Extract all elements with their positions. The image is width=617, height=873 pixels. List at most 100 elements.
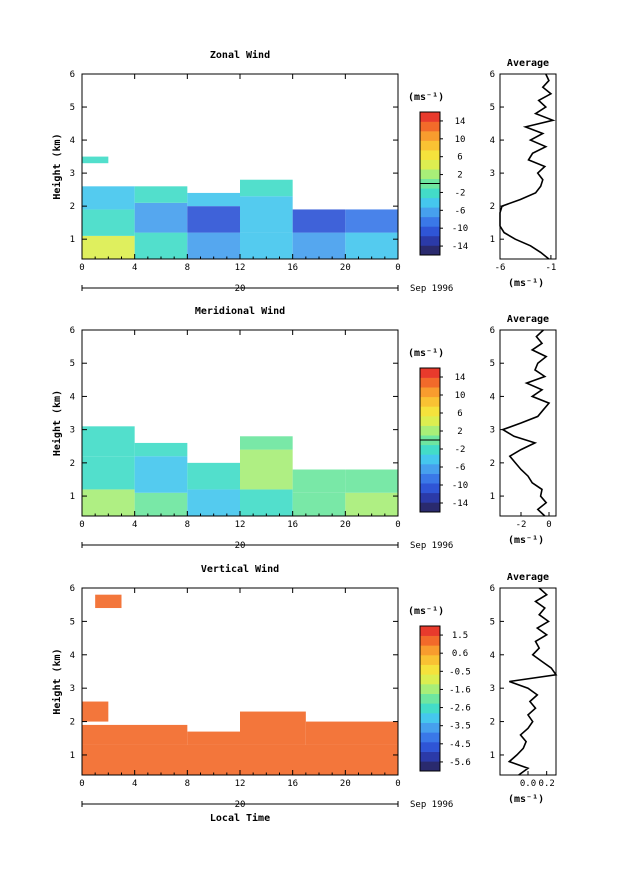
colorbar-swatch bbox=[420, 464, 440, 474]
colorbar-swatch bbox=[420, 416, 440, 426]
colorbar-swatch bbox=[420, 713, 440, 723]
colorbar-swatch bbox=[420, 751, 440, 762]
x-tick-label: 0 bbox=[79, 263, 84, 273]
x-tick-label: 16 bbox=[287, 263, 298, 273]
panel-title: Zonal Wind bbox=[210, 49, 270, 61]
heatmap-cell bbox=[82, 209, 135, 236]
x-tick-label: 12 bbox=[235, 263, 246, 273]
heatmap-cell bbox=[82, 186, 135, 210]
colorbar-swatch bbox=[420, 722, 440, 733]
y-tick-label: 1 bbox=[70, 751, 75, 761]
average-x-label: (ms⁻¹) bbox=[508, 278, 544, 289]
x-tick-label: 16 bbox=[287, 779, 298, 789]
heatmap-cell bbox=[82, 426, 135, 457]
average-x-label: (ms⁻¹) bbox=[508, 535, 544, 546]
colorbar-swatch bbox=[420, 245, 440, 256]
colorbar-swatch bbox=[420, 112, 440, 122]
y-tick-label: 3 bbox=[70, 426, 75, 436]
colorbar-swatch bbox=[420, 742, 440, 752]
x-tick-label: 20 bbox=[340, 263, 351, 273]
average-y-tick-label: 1 bbox=[490, 751, 495, 761]
x-tick-label: 8 bbox=[185, 779, 190, 789]
heatmap-cell bbox=[82, 701, 109, 722]
colorbar-swatch bbox=[420, 131, 440, 141]
x-tick-label: 12 bbox=[235, 779, 246, 789]
colorbar-swatch bbox=[420, 502, 440, 513]
colorbar-swatch bbox=[420, 635, 440, 646]
heatmap-cell bbox=[134, 232, 188, 259]
colorbar-swatch bbox=[420, 674, 440, 685]
date-day: 20 bbox=[235, 800, 246, 810]
y-tick-label: 2 bbox=[70, 202, 75, 212]
colorbar-swatch bbox=[420, 216, 440, 227]
date-text: Sep 1996 bbox=[410, 541, 453, 551]
average-y-tick-label: 5 bbox=[490, 359, 495, 369]
panel-title: Vertical Wind bbox=[201, 563, 279, 575]
y-tick-label: 6 bbox=[70, 326, 75, 336]
colorbar-swatch bbox=[420, 732, 440, 743]
average-y-tick-label: 2 bbox=[490, 718, 495, 728]
heatmap-cell bbox=[95, 594, 122, 609]
heatmap-cell bbox=[240, 232, 293, 259]
colorbar-swatch bbox=[420, 377, 440, 388]
heatmap-cell bbox=[82, 724, 188, 745]
x-tick-label: 4 bbox=[132, 779, 137, 789]
heatmap-cell bbox=[82, 489, 135, 516]
heatmap-cell bbox=[305, 721, 398, 745]
colorbar-swatch bbox=[420, 197, 440, 208]
colorbar-tick-label: -2 bbox=[455, 445, 466, 455]
colorbar-tick-label: 10 bbox=[455, 135, 466, 145]
colorbar-tick-label: 6 bbox=[457, 153, 462, 163]
colorbar-tick-label: 6 bbox=[457, 409, 462, 419]
heatmap-cell bbox=[240, 711, 306, 745]
colorbar-swatch bbox=[420, 150, 440, 160]
average-profile-line bbox=[500, 329, 551, 517]
date-text: Sep 1996 bbox=[410, 284, 453, 294]
y-axis-label: Height (km) bbox=[51, 648, 63, 714]
colorbar-swatch bbox=[420, 703, 440, 714]
y-tick-label: 5 bbox=[70, 359, 75, 369]
colorbar-tick-label: -4.5 bbox=[449, 740, 471, 750]
heatmap-cell bbox=[240, 449, 293, 490]
date-day: 20 bbox=[235, 284, 246, 294]
average-frame bbox=[499, 329, 557, 517]
date-day: 20 bbox=[235, 541, 246, 551]
x-tick-label: 0 bbox=[395, 520, 400, 530]
average-y-tick-label: 3 bbox=[490, 169, 495, 179]
y-tick-label: 6 bbox=[70, 584, 75, 594]
colorbar-frame bbox=[419, 625, 441, 772]
heatmap-cell bbox=[187, 192, 240, 207]
heatmap-cell bbox=[292, 209, 346, 233]
x-tick-label: 20 bbox=[340, 520, 351, 530]
colorbar-swatch bbox=[420, 645, 440, 656]
colorbar-swatch bbox=[420, 626, 440, 636]
heatmap-cell bbox=[134, 186, 188, 203]
colorbar-tick-label: 0.6 bbox=[452, 649, 468, 659]
average-title: Average bbox=[507, 58, 549, 69]
average-x-tick-label: -6 bbox=[495, 263, 506, 273]
average-y-tick-label: 3 bbox=[490, 684, 495, 694]
x-tick-label: 0 bbox=[395, 779, 400, 789]
x-tick-label: 16 bbox=[287, 520, 298, 530]
average-x-tick-label: 0 bbox=[546, 520, 551, 530]
panel-title: Meridional Wind bbox=[195, 305, 285, 317]
average-x-tick-label: -1 bbox=[545, 263, 556, 273]
colorbar-swatch bbox=[420, 159, 440, 170]
heatmap-cell bbox=[292, 492, 346, 516]
colorbar-tick-label: -2 bbox=[455, 188, 466, 198]
colorbar-swatch bbox=[420, 655, 440, 665]
y-tick-label: 3 bbox=[70, 169, 75, 179]
y-tick-label: 2 bbox=[70, 459, 75, 469]
average-title: Average bbox=[507, 314, 549, 325]
heatmap-cell bbox=[134, 492, 188, 516]
heatmap-cell bbox=[345, 469, 398, 493]
colorbar-tick-label: -6 bbox=[455, 463, 466, 473]
heatmap-cell bbox=[187, 232, 240, 259]
average-profile-line bbox=[499, 73, 556, 260]
y-tick-label: 2 bbox=[70, 718, 75, 728]
y-tick-label: 4 bbox=[70, 136, 75, 146]
colorbar-tick-label: 2 bbox=[457, 427, 462, 437]
y-tick-label: 4 bbox=[70, 651, 75, 661]
x-tick-label: 4 bbox=[132, 520, 137, 530]
